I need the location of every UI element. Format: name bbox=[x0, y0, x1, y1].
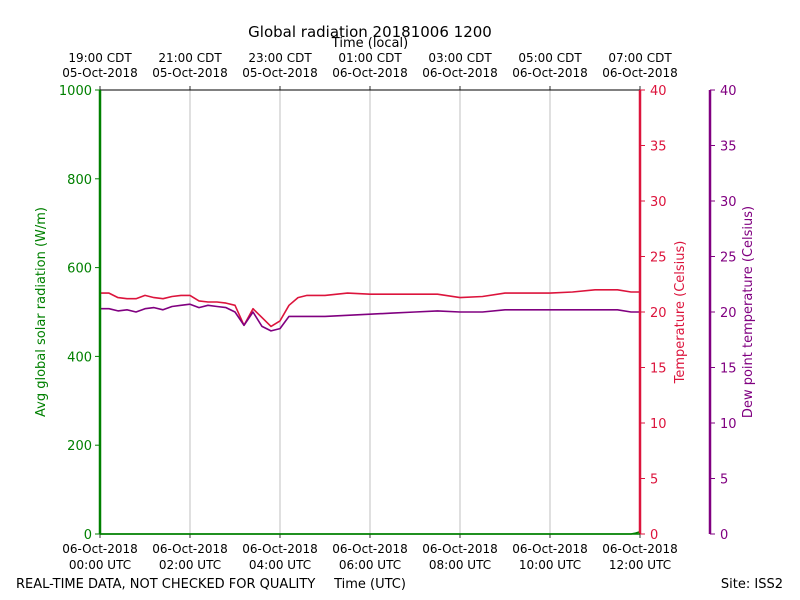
top-tick-label-time: 23:00 CDT bbox=[248, 51, 312, 65]
radiation-tick-label: 400 bbox=[67, 350, 92, 365]
footer-disclaimer: REAL-TIME DATA, NOT CHECKED FOR QUALITY bbox=[16, 577, 315, 592]
x-tick-label-date: 06-Oct-2018 bbox=[242, 542, 318, 556]
x-tick-label-date: 06-Oct-2018 bbox=[62, 542, 138, 556]
axes: 06-Oct-2018 00:00 UTC 06-Oct-2018 02:00 UTC… bbox=[59, 51, 737, 572]
temperature-tick-label: 40 bbox=[650, 84, 667, 99]
top-axis-label: Time (local) bbox=[331, 36, 408, 51]
x-tick-label-time: 06:00 UTC bbox=[339, 558, 401, 572]
x-tick-label-time: 12:00 UTC bbox=[609, 558, 671, 572]
dewpoint-tick-label: 0 bbox=[720, 528, 728, 543]
top-tick-label-time: 07:00 CDT bbox=[608, 51, 672, 65]
x-tick-label-time: 10:00 UTC bbox=[519, 558, 581, 572]
temperature-tick-label: 35 bbox=[650, 140, 667, 155]
gridlines bbox=[189, 90, 551, 534]
radiation-tick-label: 1000 bbox=[59, 84, 92, 99]
x-tick-label-time: 08:00 UTC bbox=[429, 558, 491, 572]
dewpoint-tick-label: 40 bbox=[720, 84, 737, 99]
top-tick-label-date: 06-Oct-2018 bbox=[512, 66, 588, 80]
top-tick-label-date: 05-Oct-2018 bbox=[242, 66, 318, 80]
temperature-tick-label: 20 bbox=[650, 306, 667, 321]
x-axis-label: Time (UTC) bbox=[333, 577, 406, 592]
top-tick-label-time: 01:00 CDT bbox=[338, 51, 402, 65]
x-tick-label-date: 06-Oct-2018 bbox=[152, 542, 228, 556]
top-tick-label-time: 19:00 CDT bbox=[68, 51, 132, 65]
x-tick-label-date: 06-Oct-2018 bbox=[512, 542, 588, 556]
top-tick-label-time: 03:00 CDT bbox=[428, 51, 492, 65]
temperature-tick-label: 0 bbox=[650, 528, 658, 543]
dewpoint-tick-label: 35 bbox=[720, 140, 737, 155]
top-tick-label-date: 06-Oct-2018 bbox=[422, 66, 498, 80]
temperature-tick-label: 15 bbox=[650, 362, 667, 377]
top-tick-label-date: 06-Oct-2018 bbox=[332, 66, 408, 80]
dewpoint-tick-label: 20 bbox=[720, 306, 737, 321]
top-tick-label-time: 05:00 CDT bbox=[518, 51, 582, 65]
temperature-tick-label: 5 bbox=[650, 473, 658, 488]
temperature-tick-label: 10 bbox=[650, 417, 667, 432]
dewpoint-series-line bbox=[100, 303, 640, 332]
x-tick-label-date: 06-Oct-2018 bbox=[422, 542, 498, 556]
x-tick-label-date: 06-Oct-2018 bbox=[332, 542, 408, 556]
dewpoint-tick-label: 30 bbox=[720, 195, 737, 210]
top-tick-label-date: 06-Oct-2018 bbox=[602, 66, 678, 80]
dewpoint-axis-label: Dew point temperature (Celsius) bbox=[741, 206, 756, 418]
temperature-series-line bbox=[100, 289, 640, 328]
radiation-tick-label: 200 bbox=[67, 439, 92, 454]
temperature-axis-label: Temperature (Celsius) bbox=[673, 241, 688, 385]
x-tick-label-time: 02:00 UTC bbox=[159, 558, 221, 572]
radiation-axis-label: Avg global solar radiation (W/m) bbox=[34, 207, 49, 417]
dewpoint-tick-label: 5 bbox=[720, 473, 728, 488]
chart-title: Global radiation 20181006 1200 bbox=[248, 23, 492, 41]
top-tick-label-date: 05-Oct-2018 bbox=[152, 66, 228, 80]
radiation-tick-label: 600 bbox=[67, 262, 92, 277]
temperature-tick-label: 25 bbox=[650, 251, 667, 266]
top-tick-label-time: 21:00 CDT bbox=[158, 51, 222, 65]
x-tick-label-time: 00:00 UTC bbox=[69, 558, 131, 572]
radiation-tick-label: 0 bbox=[84, 528, 92, 543]
dewpoint-tick-label: 15 bbox=[720, 362, 737, 377]
dewpoint-tick-label: 10 bbox=[720, 417, 737, 432]
temperature-tick-label: 30 bbox=[650, 195, 667, 210]
x-tick-label-time: 04:00 UTC bbox=[249, 558, 311, 572]
radiation-tick-label: 800 bbox=[67, 173, 92, 188]
x-tick-label-date: 06-Oct-2018 bbox=[602, 542, 678, 556]
dewpoint-tick-label: 25 bbox=[720, 251, 737, 266]
top-tick-label-date: 05-Oct-2018 bbox=[62, 66, 138, 80]
footer-site: Site: ISS2 bbox=[721, 577, 783, 592]
